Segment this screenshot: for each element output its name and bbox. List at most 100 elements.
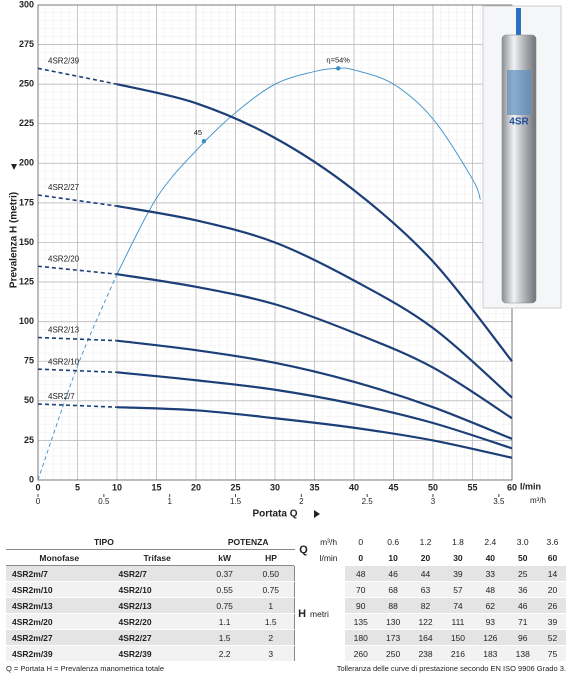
pump-curve	[116, 205, 513, 399]
head-cell: 135	[344, 613, 377, 630]
head-cell: 14	[538, 565, 566, 582]
y-tick-label: 25	[24, 435, 34, 445]
head-cell: 39	[538, 613, 566, 630]
efficiency-curve	[116, 67, 481, 275]
pump-cable	[516, 8, 521, 38]
efficiency-point	[201, 138, 207, 144]
head-cell: 75	[538, 645, 566, 662]
curve-label: 4SR2/10	[48, 357, 80, 366]
y-tick-label: 175	[19, 197, 34, 207]
head-cell: 96	[506, 629, 539, 646]
header-cell: POTENZA	[201, 534, 295, 550]
table-row: Monofase Trifase kW HP l/min 0 10 20 30 40 50 60	[6, 549, 566, 566]
table-cell: 4SR2m/39	[6, 645, 113, 662]
x-tick-label: 15	[151, 482, 161, 492]
head-cell: 48	[344, 565, 377, 582]
chart: Prevalenza H (metri) Portata Q l/min m³/…	[9, 0, 562, 520]
x2-tick-label: 2.5	[362, 497, 374, 506]
x2-tick-label: 0	[36, 497, 41, 506]
head-cell: 57	[441, 581, 475, 598]
flow-cell: 30	[441, 549, 475, 566]
head-cell: 90	[344, 597, 377, 614]
pump-curve	[116, 406, 513, 459]
head-cell: 180	[344, 629, 377, 646]
flow-cell: 0	[344, 549, 377, 566]
x-tick-label: 5	[75, 482, 80, 492]
x-tick-label: 30	[270, 482, 280, 492]
curve-label: 4SR2/13	[48, 326, 80, 335]
x-tick-label: 55	[467, 482, 477, 492]
table-cell: 1	[247, 597, 296, 614]
x-tick-label: 45	[388, 482, 398, 492]
head-cell: 52	[538, 629, 566, 646]
y-tick-label: 100	[19, 316, 34, 326]
x-tick-label: 50	[428, 482, 438, 492]
y-axis-label: Prevalenza H (metri)	[9, 192, 20, 288]
flow-cell: 0.6	[376, 534, 410, 550]
y-tick-label: 75	[24, 356, 34, 366]
head-cell: 126	[474, 629, 507, 646]
table-cell: 4SR2m/7	[6, 565, 113, 582]
h-symbol: H	[298, 607, 307, 620]
head-cell: 36	[506, 581, 539, 598]
h-unit: metri	[310, 608, 329, 619]
x-tick-label: 35	[309, 482, 319, 492]
flow-cell: 20	[409, 549, 442, 566]
y-tick-label: 50	[24, 395, 34, 405]
x-tick-label: 40	[349, 482, 359, 492]
head-cell: 150	[441, 629, 475, 646]
product-label: 4SR	[509, 117, 529, 128]
table-cell: 1.5	[247, 613, 296, 630]
table-cell: 4SR2/39	[112, 645, 202, 662]
footer-legend: Q = Portata H = Prevalenza manometrica t…	[6, 664, 164, 673]
table-cell: 4SR2/13	[112, 597, 202, 614]
table-cell: 0.55	[201, 581, 248, 598]
y-tick-label: 125	[19, 276, 34, 286]
x2-tick-label: 3	[431, 497, 436, 506]
efficiency-label: η=54%	[326, 55, 350, 64]
table-row: 4SR2m/20 4SR2/20 1.1 1.5 135 130 122 111 93 71 39	[6, 613, 566, 630]
head-cell: 46	[376, 565, 410, 582]
table-cell: 2.2	[201, 645, 248, 662]
axis-arrow	[11, 164, 17, 170]
flow-cell: 50	[506, 549, 539, 566]
head-cell: 71	[506, 613, 539, 630]
pump-window	[507, 70, 531, 115]
efficiency-label: 45	[194, 128, 202, 137]
x-axis-label: Portata Q	[252, 509, 297, 520]
y-tick-label: 250	[19, 79, 34, 89]
y-tick-label: 275	[19, 39, 34, 49]
x-tick-label: 25	[230, 482, 240, 492]
table-cell: 4SR2/20	[112, 613, 202, 630]
header-cell: Trifase	[112, 549, 202, 566]
head-cell: 62	[474, 597, 507, 614]
head-cell: 216	[441, 645, 475, 662]
head-cell: 74	[441, 597, 475, 614]
pump-curve	[116, 83, 513, 362]
x-tick-label: 0	[35, 482, 40, 492]
table-cell: 4SR2m/27	[6, 629, 113, 646]
curve-label: 4SR2/39	[48, 56, 80, 65]
head-cell: 183	[474, 645, 507, 662]
head-cell: 164	[409, 629, 442, 646]
flow-cell: 2.4	[474, 534, 507, 550]
x2-tick-label: 0.5	[98, 497, 110, 506]
table-cell: 4SR2/27	[112, 629, 202, 646]
head-cell: 33	[474, 565, 507, 582]
x2-tick-label: 1.5	[230, 497, 242, 506]
head-cell: 48	[474, 581, 507, 598]
table-cell: 2	[247, 629, 296, 646]
x-tick-label: 20	[191, 482, 201, 492]
header-cell: kW	[201, 549, 248, 566]
flow-cell: 10	[376, 549, 410, 566]
head-cell: 44	[409, 565, 442, 582]
header-cell: Q	[294, 534, 313, 566]
curve-label: 4SR2/27	[48, 183, 80, 192]
flow-cell: 1.8	[441, 534, 475, 550]
y-tick-label: 300	[19, 0, 34, 9]
table-cell: 4SR2/10	[112, 581, 202, 598]
